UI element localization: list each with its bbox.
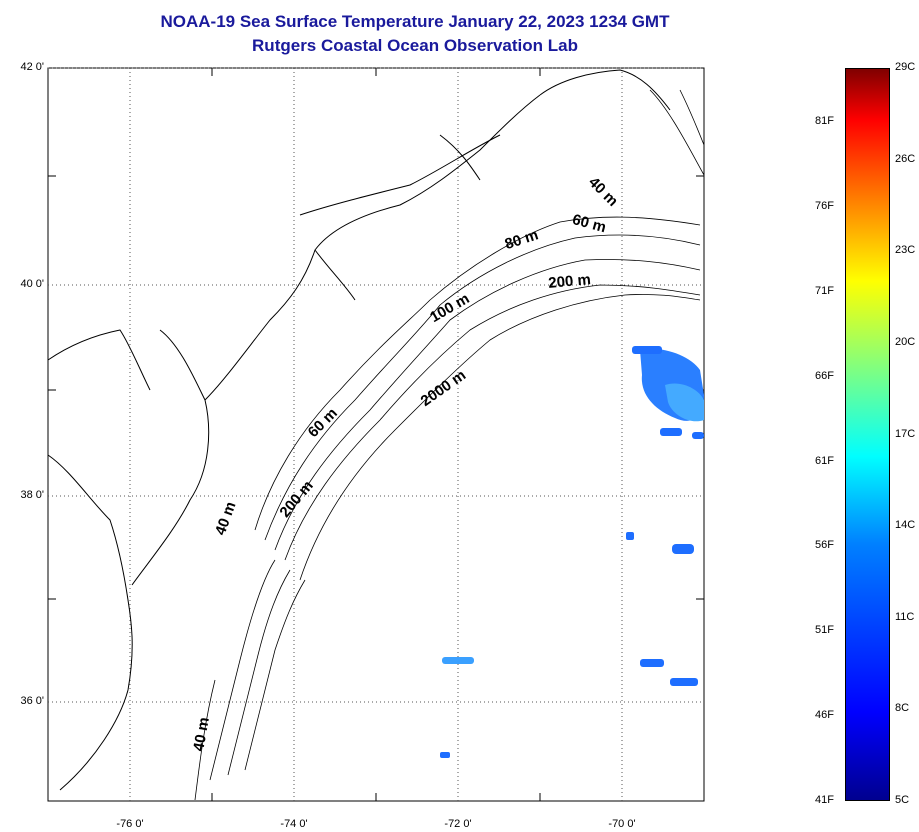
colorbar-celsius-label: 14C (895, 519, 916, 532)
bathymetry-contours (194, 89, 705, 801)
colorbar-celsius-label: 29C (895, 61, 916, 73)
colorbar-celsius-label: 26C (895, 152, 916, 165)
colorbar-celsius-label: 17C (895, 427, 916, 440)
longitude-label: -70 0' (608, 818, 636, 830)
colorbar-celsius-label: 8C (895, 702, 910, 715)
temperature-colorbar (845, 68, 890, 801)
bathymetry-label: 40 m (190, 716, 213, 753)
colorbar-fahrenheit-label: 61F (815, 454, 834, 467)
colorbar-celsius-label: 5C (895, 794, 910, 806)
colorbar-fahrenheit-label: 56F (815, 539, 834, 552)
colorbar-celsius-label: 23C (895, 244, 916, 257)
coastline (47, 69, 671, 791)
map-title-line2: Rutgers Coastal Ocean Observation Lab (252, 36, 578, 55)
colorbar-fahrenheit-label: 81F (815, 115, 834, 128)
colorbar-celsius-label: 11C (895, 610, 915, 623)
colorbar-fahrenheit-label: 76F (815, 200, 834, 213)
longitude-label: -72 0' (444, 818, 472, 830)
colorbar-celsius-label: 20C (895, 335, 916, 348)
colorbar-fahrenheit-label: 46F (815, 709, 834, 722)
latitude-label: 36 0' (20, 695, 44, 707)
longitude-label: -74 0' (280, 818, 308, 830)
map-title-line1: NOAA-19 Sea Surface Temperature January … (160, 12, 670, 31)
bathymetry-label: 200 m (548, 271, 592, 292)
colorbar-fahrenheit-label: 51F (815, 624, 834, 637)
colorbar-fahrenheit-label: 71F (815, 284, 834, 297)
map-frame (47, 67, 705, 802)
latitude-label: 38 0' (20, 489, 44, 501)
colorbar-fahrenheit-label: 41F (815, 794, 834, 806)
longitude-label: -76 0' (116, 818, 144, 830)
latitude-label: 40 0' (20, 278, 44, 290)
colorbar-fahrenheit-label: 66F (815, 369, 834, 382)
sst-patches (440, 346, 704, 758)
latitude-label: 42 0' (20, 61, 44, 73)
